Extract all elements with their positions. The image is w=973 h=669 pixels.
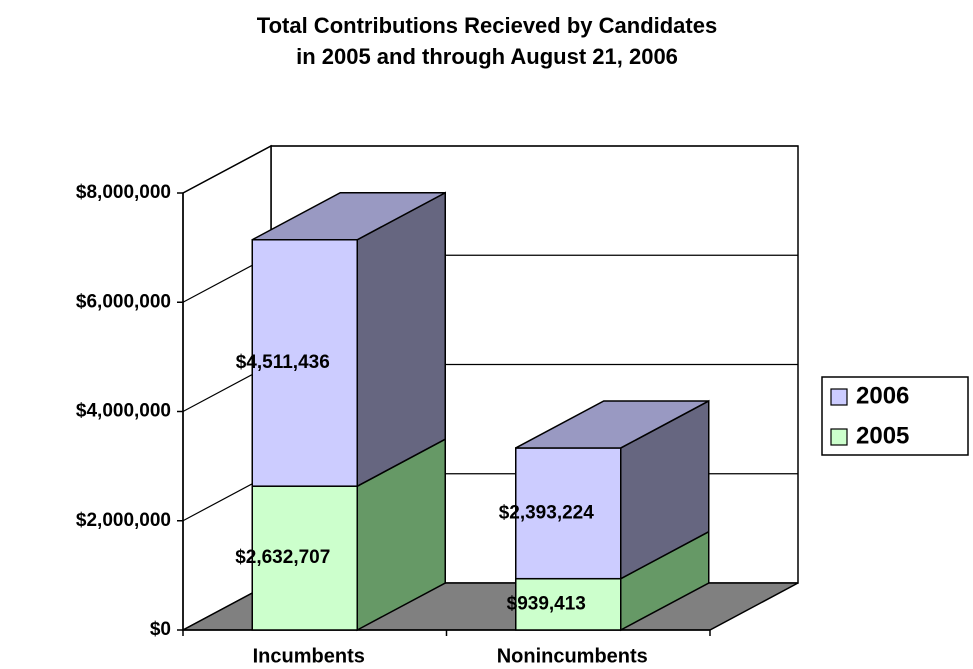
y-tick-label: $4,000,000	[76, 401, 171, 422]
legend-label: 2005	[856, 422, 909, 449]
legend-swatch	[830, 388, 848, 406]
data-label: $939,413	[507, 593, 586, 614]
bar-top	[515, 400, 710, 449]
data-label: $2,632,707	[235, 547, 330, 568]
y-tick-label: $6,000,000	[76, 291, 171, 312]
x-tick-label: Nonincumbents	[497, 645, 648, 667]
data-label: $4,511,436	[236, 352, 330, 373]
bar	[251, 239, 358, 487]
grid-line	[182, 145, 798, 194]
legend-swatch	[830, 428, 848, 446]
data-label: $2,393,224	[499, 502, 595, 523]
y-tick-label: $8,000,000	[76, 182, 171, 203]
chart-title: in 2005 and through August 21, 2006	[296, 44, 678, 69]
bar	[251, 485, 358, 631]
bar	[515, 447, 622, 580]
x-tick-label: Incumbents	[253, 645, 365, 667]
chart-title: Total Contributions Recieved by Candidat…	[257, 13, 717, 38]
y-tick-label: $0	[150, 619, 171, 640]
y-tick-label: $2,000,000	[76, 510, 171, 531]
legend-label: 2006	[856, 382, 909, 409]
bar-top	[251, 192, 446, 241]
bar-side	[356, 191, 446, 488]
